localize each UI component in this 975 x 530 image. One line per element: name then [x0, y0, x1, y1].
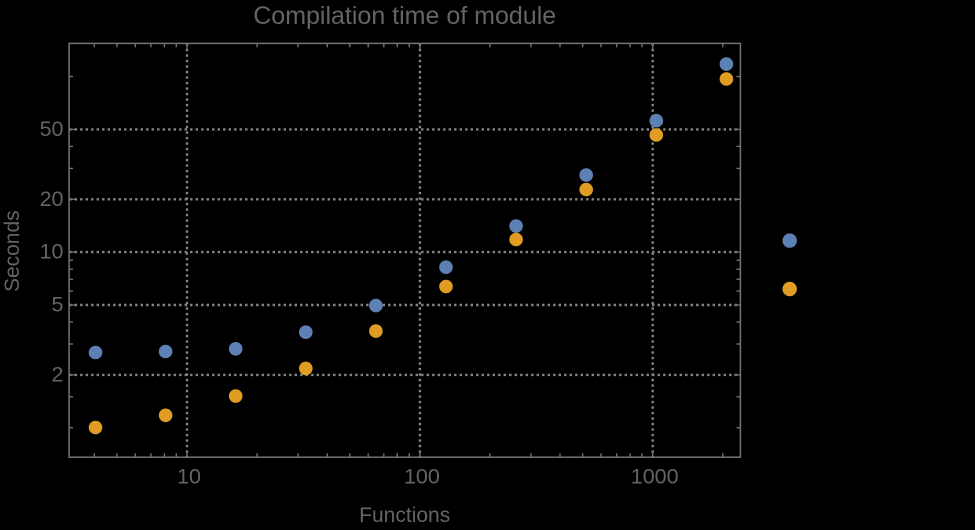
svg-text:2: 2: [52, 363, 64, 387]
svg-text:20: 20: [40, 187, 64, 211]
svg-text:10: 10: [40, 240, 64, 264]
svg-text:1000: 1000: [631, 465, 679, 489]
svg-text:100: 100: [404, 465, 440, 489]
svg-text:Functions: Functions: [359, 504, 450, 525]
svg-text:Seconds: Seconds: [1, 210, 24, 292]
svg-text:5: 5: [52, 293, 64, 317]
svg-text:Compilation time of module: Compilation time of module: [253, 2, 556, 30]
svg-text:10: 10: [177, 465, 201, 489]
svg-text:50: 50: [40, 117, 64, 141]
